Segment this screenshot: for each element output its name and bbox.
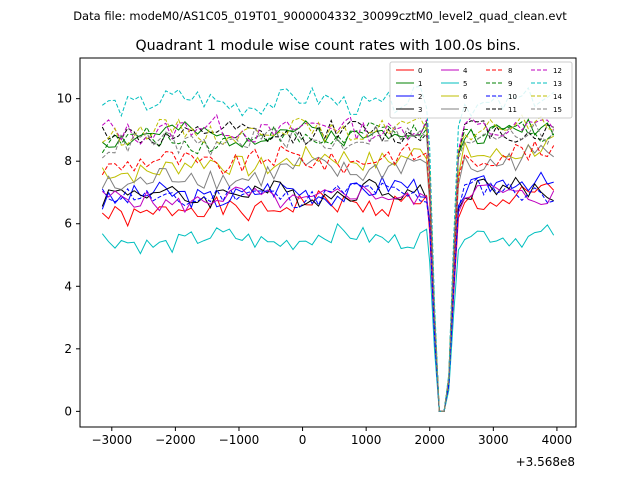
- legend-label: 6: [463, 93, 468, 101]
- series-layer: [101, 85, 555, 412]
- series-line-9: [101, 121, 555, 412]
- chart-title: Quadrant 1 module wise count rates with …: [135, 38, 520, 54]
- x-tick-label: −2000: [155, 433, 196, 447]
- legend-label: 4: [463, 67, 468, 75]
- legend-label: 5: [463, 80, 467, 88]
- series-line-2: [101, 171, 554, 412]
- x-tick-label: 3000: [478, 433, 509, 447]
- x-tick-label: 4000: [542, 433, 573, 447]
- series-line-3: [101, 176, 554, 412]
- plot-frame: [79, 57, 577, 428]
- legend-label: 0: [418, 67, 422, 75]
- series-line-8: [101, 139, 555, 412]
- series-line-10: [101, 177, 554, 412]
- series-line-5: [101, 222, 555, 412]
- legend-label: 9: [508, 80, 512, 88]
- x-tick-label: 0: [299, 433, 307, 447]
- legend-label: 7: [463, 106, 467, 114]
- x-tick-label: −1000: [219, 433, 260, 447]
- legend-box: [389, 61, 573, 119]
- file-label: Data file: modeM0/AS1C05_019T01_90000043…: [73, 9, 567, 23]
- series-line-11: [101, 119, 554, 412]
- legend-label: 11: [508, 106, 517, 114]
- legend-label: 2: [418, 93, 422, 101]
- x-offset-label: +3.568e8: [516, 455, 575, 469]
- plot-background: [80, 58, 576, 427]
- legend-label: 3: [418, 106, 422, 114]
- y-axis: 0 2 4 6 8 10: [57, 92, 80, 418]
- x-tick-label: 1000: [351, 433, 382, 447]
- y-tick-label: 2: [64, 342, 72, 356]
- series-line-7: [101, 144, 555, 412]
- legend-label: 14: [553, 93, 562, 101]
- y-tick-label: 4: [64, 279, 72, 293]
- legend-label: 12: [553, 67, 562, 75]
- legend-label: 15: [553, 106, 562, 114]
- series-line-0: [101, 182, 555, 412]
- x-tick-label: 2000: [414, 433, 445, 447]
- y-tick-label: 10: [57, 92, 72, 106]
- legend-label: 13: [553, 80, 562, 88]
- series-line-6: [101, 135, 554, 412]
- legend-label: 10: [508, 93, 517, 101]
- y-tick-label: 8: [64, 154, 72, 168]
- legend-label: 1: [418, 80, 422, 88]
- x-axis: −3000 −2000 −1000 0 1000 2000 3000 4000: [91, 427, 572, 447]
- y-tick-label: 0: [64, 404, 72, 418]
- series-line-14: [102, 114, 554, 412]
- series-line-4: [101, 184, 555, 412]
- y-tick-label: 6: [64, 217, 72, 231]
- x-tick-label: −3000: [91, 433, 132, 447]
- series-line-1: [101, 118, 555, 412]
- series-line-15: [101, 121, 555, 412]
- legend-label: 8: [508, 67, 512, 75]
